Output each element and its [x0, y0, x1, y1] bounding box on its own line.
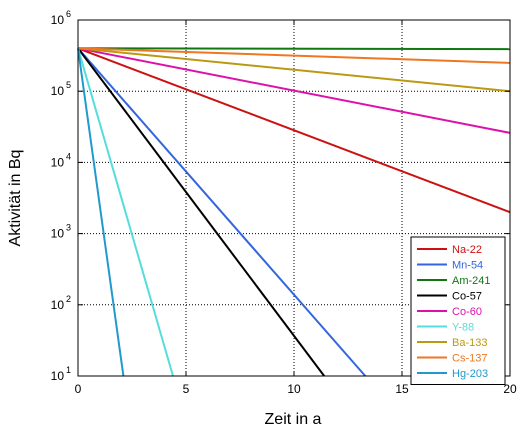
- y-tick-label: 10: [51, 155, 65, 169]
- series-line-ba-133: [77, 47, 511, 93]
- y-tick-exponent: 5: [66, 80, 71, 90]
- series-line-na-22: [77, 47, 511, 214]
- series-line-cs-137: [77, 47, 511, 64]
- x-tick-label: 20: [503, 382, 517, 396]
- series-line-hg-203: [77, 48, 125, 377]
- x-axis-label: Zeit in a: [265, 411, 322, 428]
- y-tick-exponent: 2: [66, 294, 71, 304]
- series-line-co-57: [77, 47, 325, 377]
- series-line-mn-54: [77, 47, 367, 377]
- x-tick-label: 15: [395, 382, 409, 396]
- x-axis-ticks: 0 5 10 15 20: [75, 20, 517, 396]
- series-line-am-241: [77, 47, 511, 51]
- y-axis-label: Aktivität in Bq: [7, 150, 24, 247]
- legend: Na-22 Mn-54 Am-241 Co-57 Co-60 Y-88 Ba-133 Cs-1…: [410, 236, 506, 385]
- legend-label-cs-137: Cs-137: [452, 353, 487, 365]
- y-tick-label: 10: [51, 298, 65, 312]
- series-lines: [77, 47, 511, 377]
- x-tick-label: 0: [75, 382, 82, 396]
- y-tick-exponent: 1: [66, 365, 71, 375]
- y-tick-label: 10: [51, 84, 65, 98]
- series-line-y-88: [77, 48, 174, 377]
- legend-label-y-88: Y-88: [452, 322, 474, 334]
- legend-label-na-22: Na-22: [452, 244, 482, 256]
- legend-label-am-241: Am-241: [452, 275, 491, 287]
- series-line-co-60: [77, 47, 511, 134]
- y-tick-exponent: 3: [66, 223, 71, 233]
- legend-label-hg-203: Hg-203: [452, 368, 488, 380]
- y-tick-label: 10: [51, 369, 65, 383]
- x-tick-label: 5: [183, 382, 190, 396]
- y-tick-exponent: 6: [66, 9, 71, 19]
- y-tick-label: 10: [51, 13, 65, 27]
- y-tick-label: 10: [51, 227, 65, 241]
- legend-label-co-57: Co-57: [452, 291, 482, 303]
- legend-label-co-60: Co-60: [452, 306, 482, 318]
- legend-label-ba-133: Ba-133: [452, 337, 487, 349]
- legend-label-mn-54: Mn-54: [452, 260, 483, 272]
- y-tick-exponent: 4: [66, 151, 71, 161]
- x-tick-label: 10: [287, 382, 301, 396]
